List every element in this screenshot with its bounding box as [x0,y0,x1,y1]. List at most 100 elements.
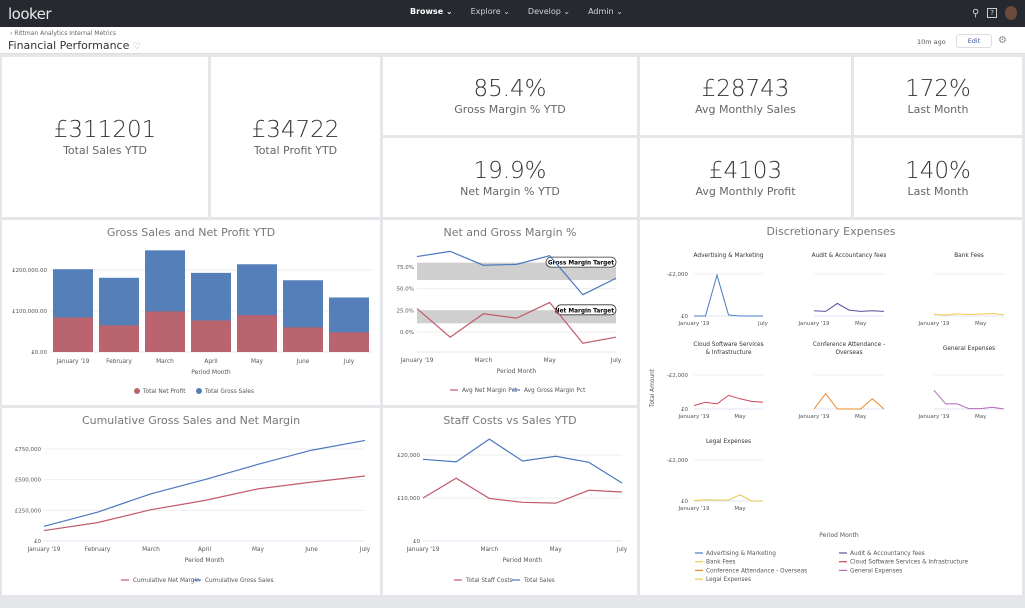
panel-line [693,394,764,407]
panel-title-line: & Infrastructure [705,350,751,356]
x-tick-label: April [204,359,218,365]
kpi-total-sales-ytd: £311201 Total Sales YTD [2,57,208,217]
kpi-avg-monthly-sales: £28743 Avg Monthly Sales [640,57,851,135]
nav-label: Admin [588,7,614,16]
kpi-value: £4103 [708,157,783,184]
gear-icon[interactable]: ⚙ [998,35,1007,46]
legend-label: Total Staff Costs [465,578,513,584]
nav-admin[interactable]: Admin ⌄ [588,7,623,16]
breadcrumb[interactable]: › Rittman Analytics Internal Metrics [10,30,117,37]
panel-line [813,302,885,312]
x-tick-label: June [296,359,310,365]
area-chart: Staff Costs vs Sales YTD £0 £10,000 £20,000… [397,414,628,584]
kpi-value: 85.4% [473,76,547,102]
target-band-label: Net Margin Target [555,308,614,314]
x-tick-label: January '19 [677,321,710,327]
kpi-total-profit-ytd: £34722 Total Profit YTD [211,57,380,217]
line-chart: Net and Gross Margin % 0.0% 25.0% 50.0% 75.0… [397,226,622,394]
breadcrumb-label: Rittman Analytics Internal Metrics [14,30,117,37]
bar-chart: Gross Sales and Net Profit YTD £0.00 £100,… [12,226,372,395]
legend-label: Advertising & Marketing [706,551,776,557]
x-tick-label: May [550,547,563,553]
panel-title-line: Overseas [835,350,862,356]
x-tick-label: January '19 [27,547,61,553]
target-band-label: Gross Margin Target [548,261,614,267]
x-tick-label: February [85,547,111,553]
legend-label: Audit & Accountancy fees [850,551,925,557]
x-axis-title: Period Month [819,532,859,539]
kpi-label: Avg Monthly Sales [695,103,796,116]
target-band-label-box [545,256,617,268]
y-tick-label: £0 [681,407,688,413]
nav-develop[interactable]: Develop ⌄ [527,7,571,16]
legend-label: Cumulative Gross Sales [205,578,274,584]
bar-net-profit [99,325,139,352]
search-icon[interactable]: ⚲ [971,7,980,19]
chart-title: Staff Costs vs Sales YTD [443,414,576,427]
panel-line [694,273,763,317]
x-tick-label: April [198,547,212,553]
legend-label: Conference Attendance - Overseas [706,568,807,574]
x-tick-label: January '19 [56,359,90,365]
legend-label: Cumulative Net Margin [133,578,200,584]
x-tick-label: January '19 [917,414,950,420]
margin-chart-tile: Net and Gross Margin % 0.0% 25.0% 50.0% 75.0… [383,220,637,405]
x-tick-label: June [304,547,318,553]
x-tick-label: May [855,414,867,420]
help-icon[interactable]: ? [987,8,997,18]
top-nav-bar: looker Browse ⌄ Explore ⌄ Develop ⌄ Admi… [0,0,1025,27]
panel-title: Bank Fees [954,253,984,259]
y-tick-label: -£2,000 [667,373,689,379]
kpi-label: Total Profit YTD [253,144,338,157]
x-axis-title: Period Month [503,557,543,564]
bar-net-profit [53,317,93,352]
bar-net-profit [283,327,323,352]
nav-explore[interactable]: Explore ⌄ [470,7,510,16]
panel-line [693,494,763,502]
nav-browse[interactable]: Browse ⌄ [410,7,453,16]
bar-net-profit [145,311,185,352]
chart-title: Cumulative Gross Sales and Net Margin [82,414,300,427]
x-tick-label: July [359,547,371,553]
kpi-gross-margin: 85.4% Gross Margin % YTD [383,57,637,135]
x-tick-label: May [251,359,264,365]
line-avg-net-margin-pct [416,301,617,344]
bar-net-profit [329,332,369,352]
x-tick-label: May [252,547,265,553]
y-tick-label: -£2,000 [667,272,689,278]
x-tick-label: July [757,321,769,327]
x-tick-label: March [480,547,498,553]
y-axis-title: Total Amount [650,368,656,408]
y-tick-label: 25.0% [397,308,414,314]
kpi-value: 140% [905,157,971,184]
y-tick-label: 0.0% [400,330,414,336]
panel-title: Advertising & Marketing [694,253,764,259]
edit-button[interactable]: Edit [956,34,992,48]
staff-costs-chart-tile: Staff Costs vs Sales YTD £0 £10,000 £20,000… [383,408,637,595]
y-tick-label: 75.0% [397,265,414,271]
y-tick-label: £0 [413,539,420,545]
cumulative-chart-tile: Cumulative Gross Sales and Net Margin £0 £… [2,408,380,595]
discretionary-expenses-tile: Discretionary Expenses Advertising & Mark… [640,220,1022,595]
bar-net-profit [237,315,277,352]
x-tick-label: January '19 [677,506,710,512]
line-avg-gross-margin-pct [416,250,617,296]
x-axis-title: Period Month [497,368,537,375]
avatar[interactable] [1005,6,1017,20]
y-tick-label: £0 [681,499,688,505]
kpi-label: Last Month [907,103,969,116]
favorite-heart-icon[interactable]: ♡ [132,42,141,52]
legend-label: Legal Expenses [706,577,751,583]
y-tick-label: £0 [681,314,688,320]
looker-logo[interactable]: looker [8,5,52,23]
line-cumulative-gross-sales [43,439,366,527]
nav-label: Browse [410,7,444,16]
kpi-last-month-sales: 172% Last Month [854,57,1022,135]
line-total-staff-costs [422,477,623,504]
line-total-sales [422,438,623,484]
y-tick-label: £0 [34,539,41,545]
y-tick-label: £20,000 [397,453,420,459]
kpi-label: Last Month [907,184,969,198]
area-chart: Cumulative Gross Sales and Net Margin £0 £… [15,414,371,584]
gross-sales-net-profit-tile: Gross Sales and Net Profit YTD £0.00 £100,… [2,220,380,405]
